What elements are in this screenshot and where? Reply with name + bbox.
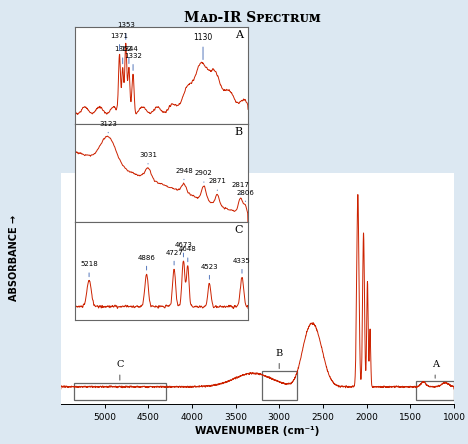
Text: 4335: 4335 [233,258,251,273]
Text: 4648: 4648 [179,246,197,262]
Text: 1332: 1332 [124,53,142,71]
Text: 5218: 5218 [80,262,98,277]
Text: 2948: 2948 [175,168,193,180]
Text: 1353: 1353 [117,22,135,40]
Text: A: A [235,30,243,40]
Text: 3123: 3123 [99,121,117,133]
X-axis label: WAVENUMBER (cm⁻¹): WAVENUMBER (cm⁻¹) [195,426,320,436]
Text: C: C [116,361,124,380]
Text: 1371: 1371 [110,33,129,51]
Text: 2902: 2902 [195,170,213,182]
Text: 3031: 3031 [139,152,157,164]
Text: 4523: 4523 [201,264,218,279]
Text: B: B [235,127,243,137]
Bar [262,371,297,400]
Text: B: B [276,349,283,369]
Text: 1362: 1362 [114,46,132,64]
Text: C: C [234,225,243,235]
Bar [417,381,454,400]
Text: 1130: 1130 [193,32,212,59]
Text: 2871: 2871 [208,178,226,190]
Text: 2817: 2817 [232,182,249,194]
Text: 4886: 4886 [138,255,155,270]
Text: A: A [431,361,439,378]
Text: ABSORBANCE →: ABSORBANCE → [9,214,19,301]
Text: 2806: 2806 [236,190,255,202]
Text: 4673: 4673 [175,242,192,257]
Text: 4727: 4727 [165,250,183,265]
Text: Mᴀᴅ-IR Sᴘᴇᴄᴛʀᴜᴍ: Mᴀᴅ-IR Sᴘᴇᴄᴛʀᴜᴍ [184,11,321,25]
Bar [74,383,166,400]
Text: 1344: 1344 [120,46,138,63]
